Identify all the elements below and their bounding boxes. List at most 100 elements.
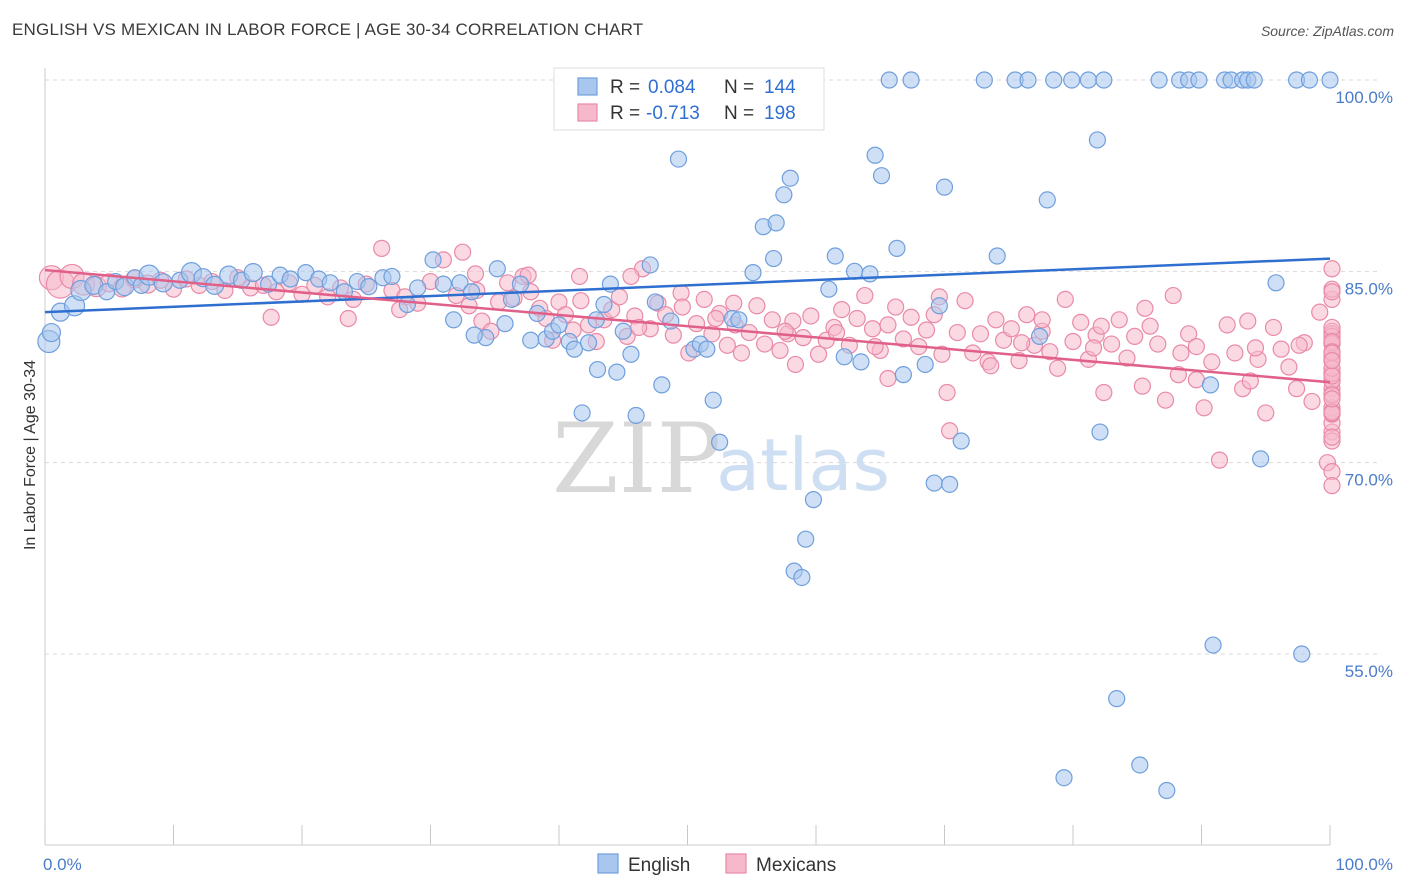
- x-tick-label: 0.0%: [43, 855, 82, 874]
- mexican-point: [572, 292, 590, 310]
- english-point: [1267, 274, 1285, 292]
- mexican-point: [763, 311, 781, 329]
- english-point: [511, 275, 530, 293]
- english-point: [641, 256, 659, 274]
- mexican-point: [1110, 311, 1128, 329]
- mexican-point: [938, 383, 956, 402]
- english-point: [669, 150, 688, 168]
- mexican-point: [802, 307, 820, 325]
- mexican-point: [1056, 290, 1074, 308]
- mexican-point: [1272, 340, 1290, 358]
- english-point: [744, 264, 762, 282]
- mexican-point: [894, 330, 912, 348]
- mexican-point: [1303, 392, 1321, 411]
- stats-box-frame: [553, 67, 825, 131]
- english-point: [281, 270, 300, 288]
- english-point: [902, 71, 920, 89]
- mexican-point: [1092, 317, 1110, 335]
- mexican-stat-swatch: [577, 103, 598, 122]
- english-point: [1190, 71, 1208, 89]
- y-tick-labels: 55.0% 70.0% 85.0% 100.0%: [1335, 88, 1393, 681]
- mexican-point: [1033, 311, 1051, 329]
- mexican-point: [1012, 334, 1031, 352]
- y-axis-label: In Labor Force | Age 30-34: [22, 360, 39, 550]
- mexican-point: [1323, 260, 1341, 278]
- english-point: [1030, 327, 1049, 345]
- mexican-point: [1141, 317, 1159, 335]
- legend-mexicans-swatch: [725, 853, 747, 874]
- mexican-point: [1118, 349, 1136, 367]
- mexican-r-value: -0.713: [646, 103, 700, 124]
- english-point: [894, 366, 912, 384]
- mexican-point: [1156, 391, 1175, 409]
- mexican-point: [1246, 339, 1265, 357]
- english-point: [1091, 423, 1109, 441]
- mexican-point: [776, 322, 794, 340]
- mexican-point: [1241, 372, 1259, 390]
- mexican-point: [879, 316, 897, 334]
- english-point: [866, 146, 884, 164]
- mexican-point: [1064, 332, 1082, 351]
- mexican-point: [879, 369, 897, 388]
- mexican-n-value: 198: [764, 103, 796, 124]
- source-note: Source: ZipAtlas.com: [1260, 23, 1394, 39]
- english-point: [41, 322, 62, 343]
- mexican-point: [1048, 359, 1067, 377]
- english-point: [488, 260, 506, 278]
- english-point: [988, 247, 1006, 265]
- mexican-r-label: R =: [610, 103, 640, 124]
- mexican-point: [809, 345, 828, 363]
- mexican-point: [570, 267, 589, 286]
- legend: English Mexicans: [597, 853, 836, 876]
- mexican-point: [933, 345, 951, 363]
- english-point: [451, 274, 469, 292]
- english-point: [826, 247, 844, 265]
- english-point: [424, 251, 442, 269]
- mexican-point: [339, 309, 357, 328]
- english-point: [880, 71, 898, 89]
- mexican-point: [1172, 344, 1190, 362]
- mexican-point: [1323, 477, 1341, 495]
- english-point: [627, 406, 645, 425]
- english-point: [820, 280, 838, 298]
- english-point: [522, 331, 540, 349]
- mexican-point: [1290, 336, 1308, 354]
- mexican-point: [1226, 344, 1244, 362]
- mexican-point: [1257, 404, 1275, 422]
- mexican-point: [622, 267, 640, 286]
- english-point: [550, 316, 568, 334]
- mexican-point: [1164, 286, 1182, 305]
- english-point: [1150, 71, 1168, 89]
- mexican-point: [1126, 327, 1144, 345]
- mexican-point: [725, 294, 743, 312]
- mexican-point: [987, 311, 1005, 329]
- english-r-value: 0.084: [648, 77, 696, 98]
- english-point: [975, 71, 993, 89]
- mexican-point: [1187, 337, 1205, 356]
- english-point: [888, 239, 906, 257]
- english-point: [711, 433, 729, 451]
- english-point: [588, 360, 607, 379]
- mexican-point: [1095, 383, 1113, 402]
- mexican-point: [718, 336, 736, 354]
- legend-english-label: English: [628, 855, 690, 876]
- mexican-point: [664, 326, 682, 344]
- mexican-point: [755, 335, 774, 353]
- english-point: [646, 293, 664, 311]
- mexican-point: [1210, 451, 1229, 469]
- english-point: [930, 297, 948, 315]
- english-point: [1095, 71, 1113, 89]
- mexican-point: [971, 325, 990, 343]
- mexican-trend-line: [44, 268, 1331, 384]
- english-stat-swatch: [577, 77, 598, 96]
- english-trend-line: [44, 257, 1331, 314]
- mexican-point: [1323, 390, 1341, 408]
- english-point: [916, 355, 934, 374]
- english-point: [595, 295, 613, 314]
- english-point: [704, 391, 722, 409]
- english-point: [614, 322, 632, 340]
- english-point: [835, 348, 853, 366]
- english-point: [764, 249, 783, 268]
- english-point: [622, 345, 640, 363]
- english-point: [502, 290, 521, 308]
